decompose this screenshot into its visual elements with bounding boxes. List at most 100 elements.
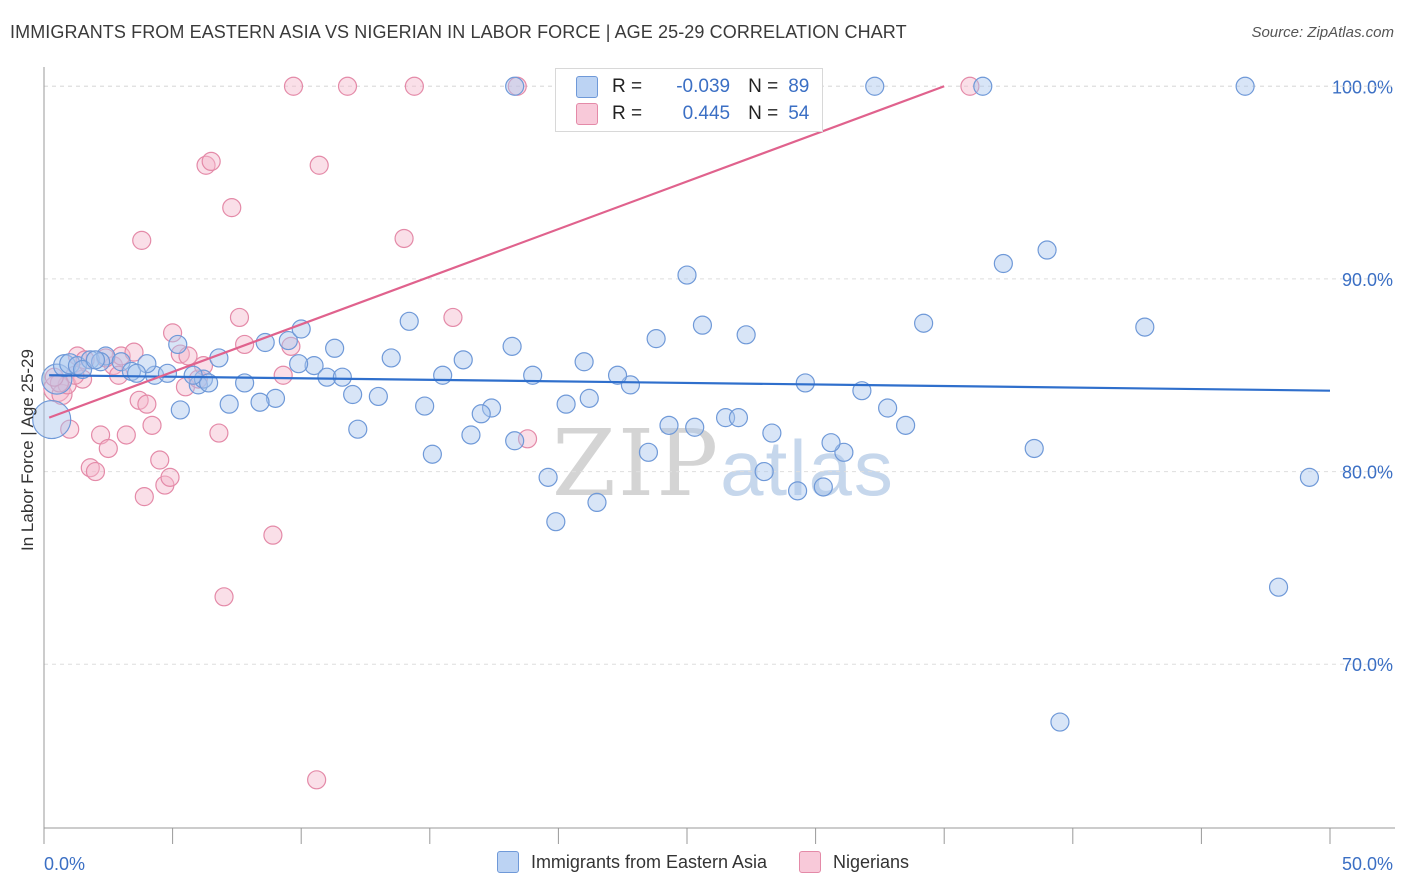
legend-n-label: N = xyxy=(748,76,779,97)
eastern-asia-point xyxy=(813,477,833,497)
nigerian-point xyxy=(201,151,221,172)
nigerian-point xyxy=(222,198,242,218)
eastern-asia-point xyxy=(1235,76,1255,96)
eastern-asia-point xyxy=(878,398,898,418)
nigerian-point xyxy=(142,415,162,435)
nigerian-point xyxy=(124,342,144,362)
eastern-asia-point xyxy=(754,461,774,482)
y-tick-label: 80.0% xyxy=(1342,463,1393,483)
nigerian-point xyxy=(273,365,293,385)
eastern-asia-point xyxy=(168,334,188,355)
eastern-asia-point xyxy=(1135,317,1155,337)
eastern-asia-point xyxy=(692,315,713,335)
legend-n-value: 54 xyxy=(788,103,810,124)
eastern-asia-point xyxy=(546,512,566,532)
legend-swatch-blue xyxy=(496,851,519,873)
legend-swatch-pink xyxy=(576,103,598,125)
eastern-asia-point xyxy=(348,419,368,439)
eastern-asia-point xyxy=(538,467,558,487)
nigerian-point xyxy=(85,461,106,482)
eastern-asia-point xyxy=(502,336,522,356)
eastern-asia-point xyxy=(973,76,993,96)
eastern-asia-point xyxy=(461,425,481,445)
y-tick-label: 100.0% xyxy=(1332,77,1393,97)
watermark-zip: ZIP xyxy=(552,410,721,517)
nigerian-point xyxy=(307,770,327,790)
eastern-asia-point xyxy=(821,433,841,453)
eastern-asia-point xyxy=(59,353,81,375)
eastern-asia-point xyxy=(199,373,219,393)
eastern-asia-point xyxy=(728,408,749,428)
eastern-asia-point xyxy=(505,431,525,451)
eastern-asia-point xyxy=(638,442,659,462)
eastern-asia-point xyxy=(865,76,885,96)
eastern-asia-point xyxy=(471,404,491,424)
y-axis-label: In Labor Force | Age 25-29 xyxy=(18,349,37,551)
eastern-asia-point xyxy=(278,330,298,351)
eastern-asia-point xyxy=(291,319,311,339)
eastern-asia-point xyxy=(368,386,388,407)
legend-label: Immigrants from Eastern Asia xyxy=(530,851,768,872)
eastern-asia-point xyxy=(481,398,502,418)
nigerian-point xyxy=(196,155,216,175)
legend-r-label: R = xyxy=(612,76,643,97)
eastern-asia-point xyxy=(304,356,324,376)
nigerian-point xyxy=(98,438,118,459)
nigerian-point xyxy=(111,346,131,366)
legend-swatch-pink xyxy=(799,851,822,873)
legend-label: Nigerians xyxy=(833,851,910,872)
legend-item-nigerians: Nigerians xyxy=(799,851,909,873)
eastern-asia-point xyxy=(1299,467,1320,487)
nigerian-point xyxy=(443,307,463,328)
nigerian-point xyxy=(49,373,70,393)
eastern-asia-point xyxy=(587,492,607,513)
legend-r-value: 0.445 xyxy=(682,103,731,124)
eastern-asia-point xyxy=(574,352,594,372)
eastern-asia-point xyxy=(834,442,854,462)
nigerian-point xyxy=(160,467,180,487)
eastern-asia-point xyxy=(126,363,147,383)
eastern-asia-point xyxy=(795,373,815,393)
eastern-asia-point xyxy=(399,311,419,331)
eastern-asia-point xyxy=(255,332,275,353)
eastern-asia-point xyxy=(993,253,1013,274)
eastern-asia-point xyxy=(72,359,93,380)
eastern-asia-point xyxy=(422,444,442,464)
nigerian-point xyxy=(337,76,358,96)
eastern-asia-point xyxy=(620,375,641,395)
eastern-asia-point xyxy=(505,76,525,96)
nigerian-point xyxy=(263,525,283,545)
eastern-asia-point xyxy=(787,481,808,501)
eastern-asia-point xyxy=(332,367,352,387)
eastern-asia-point xyxy=(762,423,782,443)
nigerian-point xyxy=(394,228,414,249)
eastern-asia-point xyxy=(896,415,916,435)
nigerian-point xyxy=(214,587,234,607)
legend-n-value: 89 xyxy=(788,76,810,97)
eastern-asia-point xyxy=(381,348,401,368)
nigerian-point xyxy=(163,323,183,343)
y-axis-label-wrap: In Labor Force | Age 25-29 xyxy=(18,300,38,600)
eastern-asia-point xyxy=(556,394,576,414)
eastern-asia-point xyxy=(193,369,214,389)
eastern-asia-point xyxy=(1050,712,1070,732)
eastern-asia-point xyxy=(736,325,756,345)
source-label: Source: ZipAtlas.com xyxy=(1251,24,1394,41)
x-tick-label: 50.0% xyxy=(1342,854,1393,874)
series-legend: Immigrants from Eastern Asia Nigerians xyxy=(0,851,1406,873)
y-tick-label: 90.0% xyxy=(1342,270,1393,290)
eastern-asia-point xyxy=(453,350,473,370)
eastern-asia-point xyxy=(1268,577,1289,597)
legend-item-eastern-asia: Immigrants from Eastern Asia xyxy=(496,851,768,873)
eastern-asia-point xyxy=(646,329,666,349)
eastern-asia-point xyxy=(85,350,106,370)
eastern-asia-point xyxy=(137,354,157,374)
nigerian-point xyxy=(283,76,304,96)
eastern-asia-point xyxy=(914,313,934,333)
eastern-asia-point xyxy=(289,354,309,374)
eastern-asia-point xyxy=(1037,240,1057,260)
eastern-asia-point xyxy=(659,415,679,435)
eastern-asia-point xyxy=(415,396,435,416)
eastern-asia-point xyxy=(219,394,239,414)
